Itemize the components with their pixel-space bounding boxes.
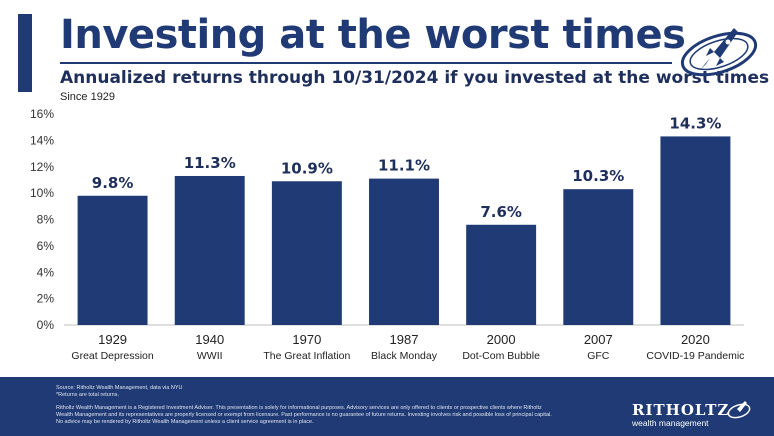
title-accent-bar bbox=[18, 14, 32, 92]
x-tick-label: 2020 bbox=[681, 332, 710, 347]
returns-bar-chart: 0% 2% 4% 6% 8% 10% 12% 14% 16% 9.8% 1929 Great Depr… bbox=[30, 107, 744, 362]
data-label: 11.3% bbox=[184, 154, 236, 172]
data-label: 14.3% bbox=[669, 114, 721, 132]
footer-brand-sub: wealth management bbox=[632, 418, 709, 428]
footer-source: Source: Ritholtz Wealth Management, data… bbox=[56, 385, 182, 399]
bar-1940 bbox=[174, 175, 245, 325]
footer-rocket-ring-logo-icon bbox=[727, 401, 751, 419]
y-tick-label: 16% bbox=[30, 107, 54, 121]
since-note: Since 1929 bbox=[60, 91, 116, 103]
rocket-ring-logo-icon bbox=[680, 28, 758, 77]
footer-brand-name: RITHOLTZ bbox=[632, 401, 730, 419]
data-label: 10.3% bbox=[572, 167, 624, 185]
x-event-label: Black Monday bbox=[371, 350, 438, 362]
x-event-label: COVID-19 Pandemic bbox=[646, 350, 744, 362]
y-tick-label: 0% bbox=[37, 318, 55, 332]
chart-subtitle: Annualized returns through 10/31/2024 if… bbox=[60, 68, 770, 88]
y-tick-label: 4% bbox=[37, 265, 55, 279]
data-label: 7.6% bbox=[480, 203, 522, 221]
data-label: 11.1% bbox=[378, 157, 430, 175]
bar-1987 bbox=[369, 178, 439, 325]
x-event-label: Dot-Com Bubble bbox=[462, 350, 540, 362]
y-tick-label: 12% bbox=[30, 160, 54, 174]
bar-2020 bbox=[660, 136, 731, 325]
x-event-label: Great Depression bbox=[71, 350, 153, 362]
data-label: 9.8% bbox=[92, 174, 134, 192]
bar-2007 bbox=[563, 189, 634, 325]
y-tick-label: 6% bbox=[37, 239, 55, 253]
y-tick-label: 10% bbox=[30, 186, 54, 200]
data-label: 10.9% bbox=[281, 159, 333, 177]
x-tick-label: 2000 bbox=[487, 332, 516, 347]
x-event-label: The Great Inflation bbox=[263, 350, 350, 362]
x-tick-label: 1929 bbox=[98, 332, 127, 347]
footer-returns-note: *Returns are total returns. bbox=[56, 392, 119, 398]
x-tick-label: 1970 bbox=[292, 332, 321, 347]
y-tick-label: 8% bbox=[37, 213, 55, 227]
x-event-label: GFC bbox=[587, 350, 610, 362]
bar-2000 bbox=[466, 224, 537, 325]
x-tick-label: 2007 bbox=[584, 332, 613, 347]
bar-1970 bbox=[271, 181, 342, 325]
x-tick-label: 1987 bbox=[390, 332, 419, 347]
y-tick-label: 14% bbox=[30, 133, 54, 147]
title-divider bbox=[60, 62, 672, 64]
x-tick-label: 1940 bbox=[195, 332, 224, 347]
footer-disclaimer: Ritholtz Wealth Management is a Register… bbox=[56, 405, 552, 425]
bar-1929 bbox=[77, 195, 148, 325]
footer: Source: Ritholtz Wealth Management, data… bbox=[0, 377, 774, 436]
y-tick-label: 2% bbox=[37, 292, 55, 306]
x-event-label: WWII bbox=[197, 350, 223, 362]
footer-source-line: Source: Ritholtz Wealth Management, data… bbox=[56, 385, 183, 391]
page-title: Investing at the worst times bbox=[60, 12, 686, 58]
